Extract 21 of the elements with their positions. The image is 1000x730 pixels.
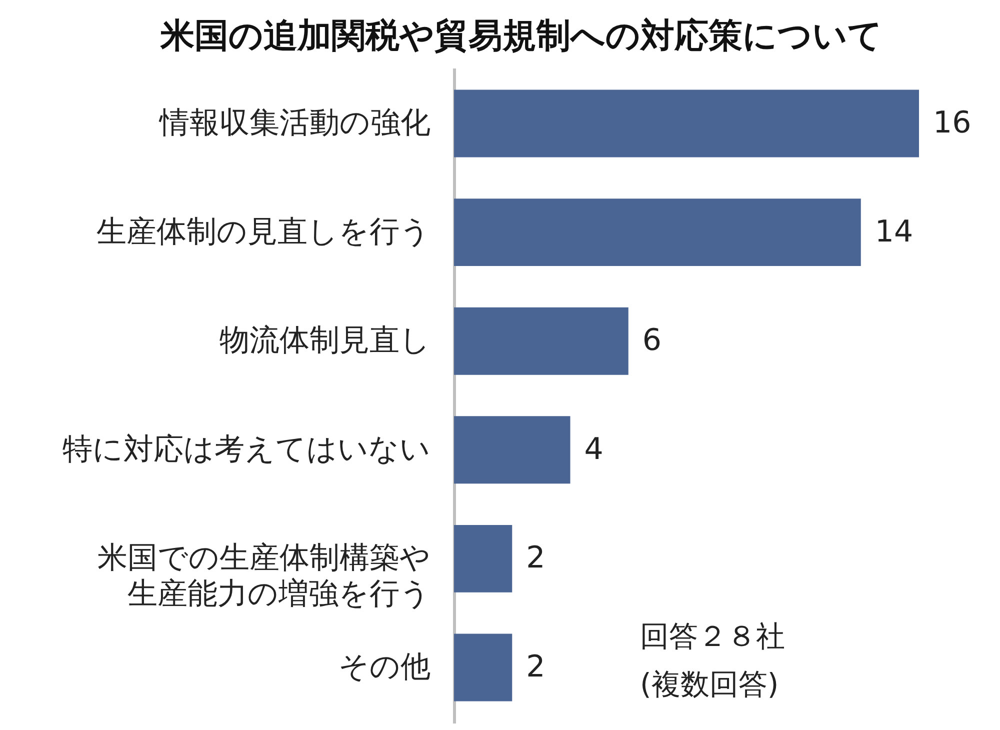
bar: [454, 634, 512, 702]
annotation: 回答２８社: [640, 618, 785, 655]
bar: [454, 198, 861, 266]
y-tick-label: 情報収集活動の強化: [158, 105, 430, 140]
bar: [454, 90, 919, 158]
data-label: 14: [874, 214, 914, 250]
y-tick-label: 物流体制見直し: [220, 323, 430, 358]
chart-title: 米国の追加関税や貿易規制への対応策について: [160, 16, 882, 56]
annotation: (複数回答): [640, 666, 780, 703]
y-tick-label: 生産体制の見直しを行う: [96, 214, 430, 250]
data-label: 16: [933, 105, 972, 140]
y-tick-label: 特に対応は考えてはいない: [62, 432, 430, 467]
data-label: 6: [642, 323, 662, 358]
data-label: 4: [584, 432, 604, 467]
y-tick-label: 米国での生産体制構築や生産能力の増強を行う: [98, 540, 430, 612]
bar: [454, 416, 570, 484]
data-label: 2: [526, 540, 546, 576]
bar: [454, 524, 512, 592]
y-tick-label: その他: [338, 650, 430, 685]
data-label: 2: [526, 650, 546, 685]
bar: [454, 307, 628, 375]
